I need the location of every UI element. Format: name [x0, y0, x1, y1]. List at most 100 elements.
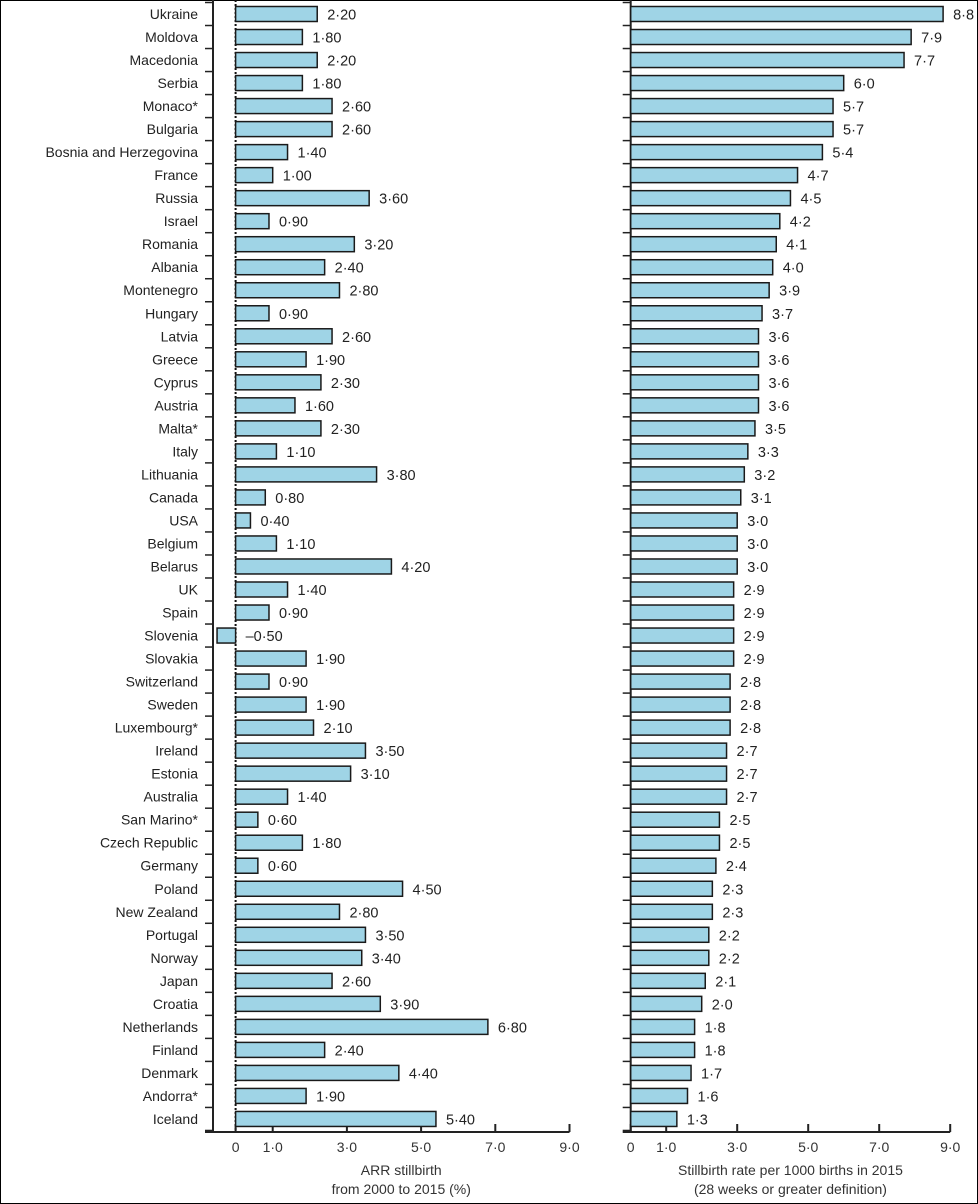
bar — [629, 742, 728, 759]
bar — [629, 1018, 696, 1036]
category-label: Russia — [155, 190, 198, 206]
bar — [629, 880, 714, 898]
bar — [629, 650, 735, 667]
value-label: 0·90 — [279, 307, 308, 323]
value-label: 2·60 — [342, 330, 371, 346]
x-tick-label: 5·0 — [798, 1139, 818, 1155]
x-axis-title: ARR stillbirth — [361, 1162, 442, 1178]
bar — [629, 305, 763, 322]
bar — [234, 650, 307, 667]
bar — [234, 443, 278, 460]
bar — [234, 581, 289, 598]
value-label: 1·80 — [312, 77, 341, 93]
value-label: 7·9 — [921, 31, 942, 47]
category-label: Spain — [162, 605, 198, 621]
value-label: 2·60 — [342, 974, 371, 990]
value-label: 4·50 — [413, 882, 442, 898]
category-label: Italy — [172, 443, 198, 459]
bar — [234, 765, 352, 782]
bar — [629, 5, 944, 23]
value-label: 2·60 — [342, 100, 371, 116]
bar — [629, 281, 770, 299]
bar — [629, 1041, 696, 1059]
value-label: 3·1 — [751, 491, 772, 507]
bar — [629, 189, 792, 207]
x-axis-title: (28 weeks or greater definition) — [694, 1181, 887, 1197]
bar — [234, 558, 393, 575]
bar — [234, 489, 267, 506]
category-label: Israel — [164, 213, 198, 229]
value-label: 0·40 — [260, 514, 289, 530]
category-label: Croatia — [153, 996, 198, 1012]
value-label: 1·8 — [705, 1043, 726, 1059]
bar — [234, 604, 270, 621]
value-label: 3·20 — [364, 238, 393, 254]
bar — [629, 328, 760, 345]
bar — [234, 212, 270, 230]
value-label: 3·5 — [765, 422, 786, 438]
x-tick-label: 9·0 — [559, 1139, 579, 1155]
value-label: 2·2 — [719, 951, 740, 967]
value-label: 7·7 — [914, 54, 935, 70]
bar — [629, 1064, 692, 1082]
x-axis-title: Stillbirth rate per 1000 births in 2015 — [678, 1162, 903, 1178]
value-label: 0·60 — [268, 813, 297, 829]
bar — [629, 466, 746, 483]
bar — [234, 51, 318, 69]
bar — [234, 1041, 326, 1059]
bar — [629, 235, 778, 253]
bar — [234, 305, 270, 322]
x-tick-label: 0 — [232, 1139, 240, 1155]
category-label: Luxembourg* — [115, 720, 199, 736]
bar — [234, 857, 259, 874]
category-label: Ireland — [155, 743, 198, 759]
value-label: 2·60 — [342, 123, 371, 139]
category-label: Norway — [151, 950, 198, 966]
bar — [234, 74, 304, 92]
category-label: Macedonia — [130, 52, 199, 68]
value-label: 5·4 — [832, 146, 853, 162]
value-label: 3·6 — [769, 330, 790, 346]
value-label: 1·6 — [698, 1089, 719, 1105]
value-label: 3·0 — [747, 537, 768, 553]
bar — [629, 143, 824, 161]
category-label: Germany — [140, 858, 198, 874]
category-label: Australia — [144, 789, 199, 805]
bar — [234, 995, 382, 1013]
bar — [234, 673, 270, 690]
value-label: 1·90 — [316, 353, 345, 369]
value-label: 2·7 — [737, 767, 758, 783]
value-label: 2·9 — [744, 583, 765, 599]
bar — [629, 512, 738, 529]
value-label: 0·80 — [275, 491, 304, 507]
value-label: 2·5 — [729, 836, 750, 852]
value-label: 1·40 — [298, 146, 327, 162]
value-label: 3·40 — [372, 951, 401, 967]
bar — [629, 489, 742, 506]
category-label: Montenegro — [123, 282, 198, 298]
category-label: Poland — [154, 881, 198, 897]
category-label: USA — [169, 512, 198, 528]
bar — [234, 742, 367, 759]
value-label: 2·30 — [331, 422, 360, 438]
value-label: 2·10 — [324, 721, 353, 737]
category-label: Finland — [152, 1042, 198, 1058]
value-label: 1·90 — [316, 652, 345, 668]
value-label: 2·0 — [712, 997, 733, 1013]
bar — [234, 258, 326, 276]
value-label: 2·40 — [335, 261, 364, 277]
bar — [629, 627, 735, 644]
x-tick-label: 1·0 — [263, 1139, 283, 1155]
category-label: Slovenia — [144, 628, 198, 644]
bar — [629, 51, 905, 69]
category-label: UK — [179, 582, 199, 598]
category-label: Ukraine — [150, 6, 198, 22]
category-label: Czech Republic — [100, 835, 198, 851]
value-label: 1·80 — [312, 836, 341, 852]
bar — [629, 1110, 678, 1128]
category-label: Iceland — [153, 1111, 198, 1127]
bar — [234, 351, 307, 368]
value-label: 1·90 — [316, 698, 345, 714]
value-label: 0·60 — [268, 859, 297, 875]
bar — [234, 374, 322, 391]
